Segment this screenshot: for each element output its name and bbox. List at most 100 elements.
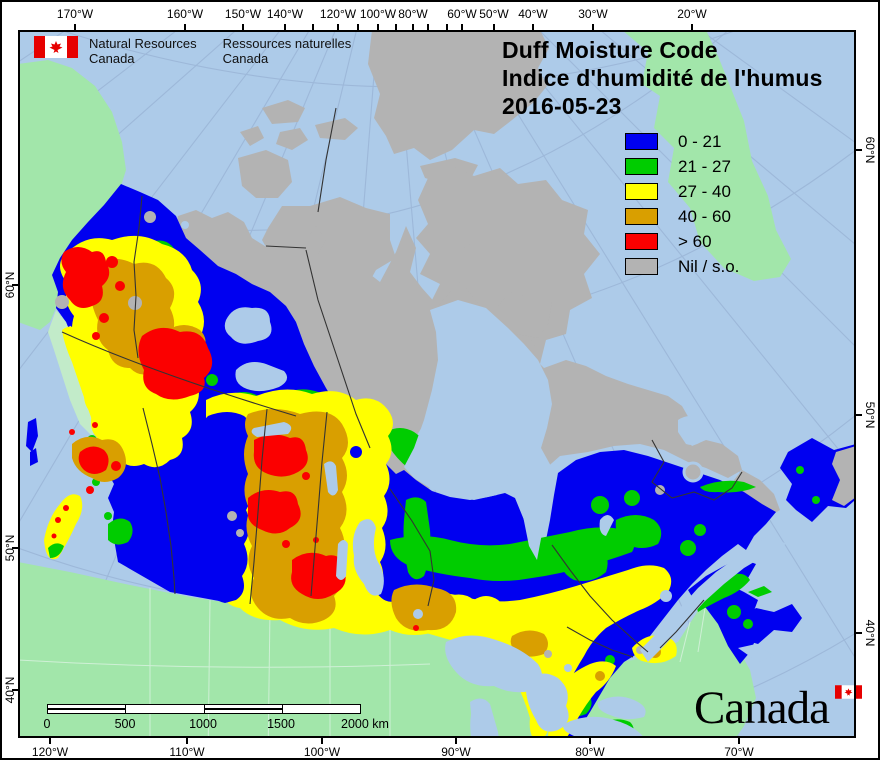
legend-label: Nil / s.o. — [678, 256, 740, 276]
region-alaska-panhandle — [48, 310, 98, 436]
axis-label-top: 60°W — [447, 7, 477, 21]
axis-label-top: 50°W — [479, 7, 509, 21]
axis-label-top: 170°W — [56, 7, 94, 21]
axis-tick-top — [377, 24, 379, 30]
scale-bar: 0 500 1000 1500 2000 km — [44, 704, 389, 731]
province-borders — [61, 107, 743, 658]
scale-label: 1500 — [267, 717, 295, 731]
axis-label-right: 50°N — [863, 401, 877, 429]
axis-tick-left — [12, 284, 18, 286]
axis-tick-top — [74, 24, 76, 30]
axis-label-bottom: 70°W — [724, 745, 754, 759]
canada-wordmark: Canada — [694, 682, 874, 740]
legend-swatch — [625, 158, 658, 175]
title-date: 2016-05-23 — [502, 93, 622, 119]
axis-label-left: 50°N — [3, 534, 17, 562]
axis-tick-top — [337, 24, 339, 30]
axis-label-top: 20°W — [677, 7, 707, 21]
dmc-zone-alberta-blue — [198, 412, 254, 603]
axis-tick-bottom — [589, 738, 591, 744]
axis-tick-right — [856, 632, 862, 634]
axis-tick-top — [461, 24, 463, 30]
nrcan-text-en: Natural Resources Canada — [89, 36, 197, 66]
axis-tick-top — [427, 24, 429, 30]
axis-tick-bottom — [49, 738, 51, 744]
axis-label-bottom: 110°W — [169, 745, 205, 759]
canada-flag-icon — [34, 36, 78, 58]
region-greenland — [622, 30, 791, 281]
axis-tick-right — [856, 414, 862, 416]
axis-label-bottom: 80°W — [575, 745, 605, 759]
lakes — [181, 221, 786, 738]
axis-tick-top — [242, 24, 244, 30]
legend-label: 0 - 21 — [678, 131, 722, 151]
axis-tick-bottom — [455, 738, 457, 744]
axis-tick-top — [592, 24, 594, 30]
axis-tick-top — [532, 24, 534, 30]
legend-item: 40 - 60 — [625, 206, 739, 226]
scale-label: 500 — [114, 717, 136, 731]
axis-tick-top — [493, 24, 495, 30]
legend-item: 27 - 40 — [625, 181, 739, 201]
axis-tick-left — [12, 547, 18, 549]
axis-label-bottom: 90°W — [441, 745, 471, 759]
region-newfoundland — [780, 438, 856, 522]
legend-swatch — [625, 208, 658, 225]
scale-bar-labels: 0 500 1000 1500 2000 km — [44, 717, 389, 731]
axis-tick-bottom — [186, 738, 188, 744]
axis-tick-left — [12, 689, 18, 691]
axis-label-left: 60°N — [3, 271, 17, 299]
scale-label: 2000 km — [341, 717, 389, 731]
legend-label: > 60 — [678, 231, 712, 251]
axis-tick-top — [284, 24, 286, 30]
axis-label-top: 80°W — [398, 7, 428, 21]
axis-label-top: 100°W — [359, 7, 397, 21]
legend-item: > 60 — [625, 231, 739, 251]
title-line-fr: Indice d'humidité de l'humus — [502, 65, 823, 91]
legend-label: 21 - 27 — [678, 156, 731, 176]
axis-tick-bottom — [321, 738, 323, 744]
legend-label: 40 - 60 — [678, 206, 731, 226]
axis-label-right: 60°N — [863, 136, 877, 164]
nrcan-text-fr: Ressources naturelles Canada — [222, 36, 352, 66]
region-alaska — [18, 60, 126, 330]
axis-tick-top — [691, 24, 693, 30]
scale-bar-segments — [47, 704, 361, 714]
dmc-blue-spot — [350, 446, 362, 458]
axis-tick-top — [446, 24, 448, 30]
legend-swatch — [625, 258, 658, 275]
axis-label-top: 150°W — [224, 7, 262, 21]
axis-label-top: 30°W — [578, 7, 608, 21]
legend-label: 27 - 40 — [678, 181, 731, 201]
axis-label-bottom: 120°W — [31, 745, 69, 759]
axis-tick-bottom — [738, 738, 740, 744]
axis-label-top: 160°W — [166, 7, 204, 21]
map-title: Duff Moisture Code Indice d'humidité de … — [502, 36, 823, 120]
axis-label-right: 40°N — [863, 619, 877, 647]
legend-item: Nil / s.o. — [625, 256, 740, 276]
legend-item: 21 - 27 — [625, 156, 739, 176]
dmc-zone-red — [61, 247, 419, 631]
legend-swatch — [625, 133, 658, 150]
axis-label-left: 40°N — [3, 676, 17, 704]
axis-tick-top — [395, 24, 397, 30]
axis-label-top: 140°W — [266, 7, 304, 21]
region-arctic-nil — [176, 30, 780, 516]
axis-label-top: 40°W — [518, 7, 548, 21]
axis-label-top: 120°W — [319, 7, 357, 21]
legend-item: 0 - 21 — [625, 131, 739, 151]
axis-label-bottom: 100°W — [303, 745, 341, 759]
nrcan-signature: Natural Resources Canada Ressources natur… — [34, 36, 351, 66]
legend: 0 - 21 21 - 27 27 - 40 40 - 60 > 60 Nil / s.o… — [625, 131, 740, 283]
region-haida-gwaii — [26, 418, 38, 466]
axis-tick-right — [856, 149, 862, 151]
wordmark-text: Canada — [694, 682, 830, 734]
axis-tick-top — [184, 24, 186, 30]
axis-tick-top — [357, 24, 359, 30]
legend-swatch — [625, 233, 658, 250]
title-line-en: Duff Moisture Code — [502, 37, 718, 63]
region-vancouver-island — [44, 494, 83, 560]
legend-swatch — [625, 183, 658, 200]
